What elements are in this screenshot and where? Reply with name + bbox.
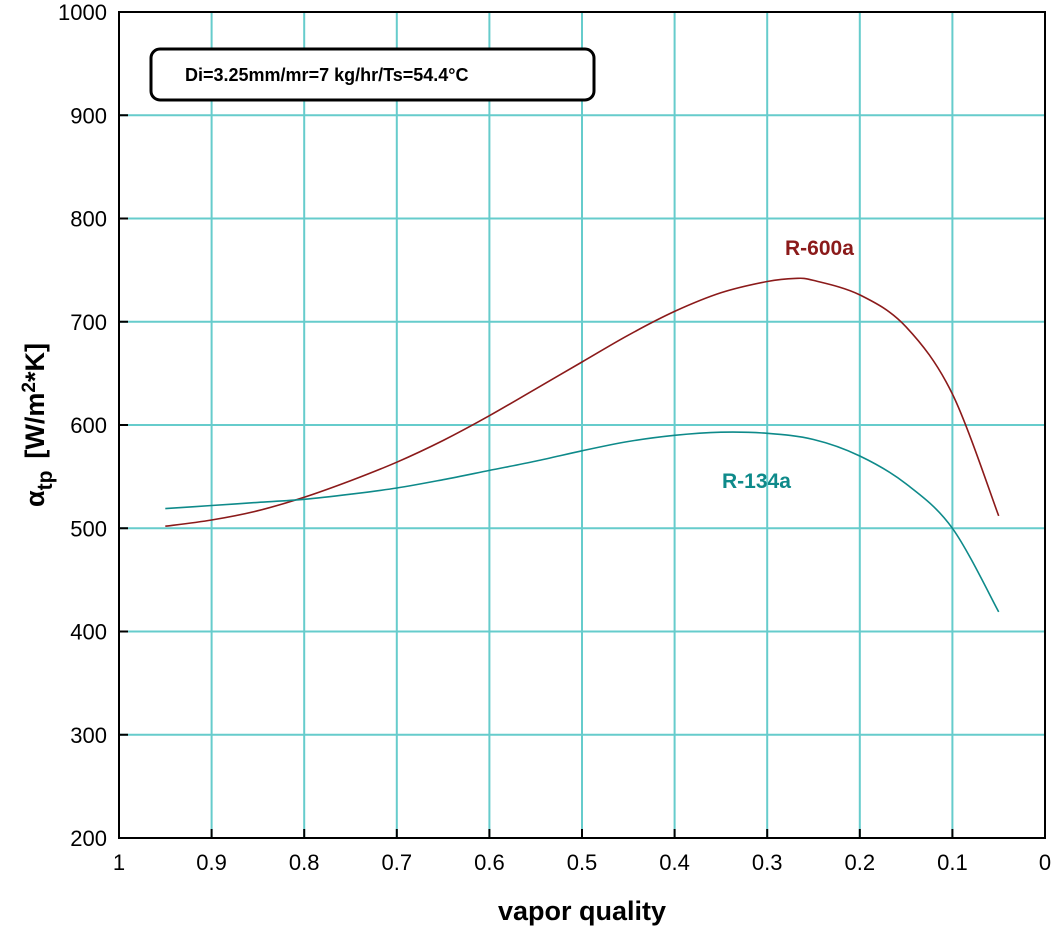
series-line-r600a — [165, 277, 1000, 527]
series-lines — [165, 277, 1000, 613]
x-tick-label: 0.9 — [196, 850, 227, 875]
svg-text:αtp[W/m2*K]: αtp [W/m2*K] — [19, 343, 57, 507]
y-tick-label: 1000 — [58, 0, 107, 25]
x-tick-label: 0.6 — [474, 850, 505, 875]
x-tick-label: 0.7 — [382, 850, 413, 875]
y-axis-ticks: 200 300 400 500 600 700 800 900 1000 — [58, 0, 128, 851]
series-label-r600a: R-600a — [785, 237, 854, 260]
x-tick-label: 0.2 — [845, 850, 876, 875]
x-tick-label: 0 — [1039, 850, 1051, 875]
y-tick-label: 600 — [70, 413, 107, 438]
y-tick-label: 400 — [70, 620, 107, 645]
x-tick-label: 0.1 — [937, 850, 968, 875]
annotation-frame — [149, 47, 596, 102]
y-axis-symbol: α — [20, 490, 50, 507]
y-tick-label: 800 — [70, 207, 107, 232]
annotation-text: Di=3.25mm/mr=7 kg/hr/Ts=54.4°C — [185, 65, 469, 85]
y-tick-label: 900 — [70, 103, 107, 128]
x-axis-ticks: 1 0.9 0.8 0.7 0.6 0.5 0.4 0.3 0.2 0.1 0 — [113, 829, 1051, 875]
y-tick-label: 700 — [70, 310, 107, 335]
annotation-box: Di=3.25mm/mr=7 kg/hr/Ts=54.4°C — [149, 47, 596, 102]
x-axis-title: vapor quality — [498, 896, 666, 926]
y-tick-label: 500 — [70, 516, 107, 541]
y-axis-unit-exp: 2 — [19, 382, 40, 393]
y-axis-title: αtp [W/m2*K] — [19, 343, 57, 507]
y-tick-label: 200 — [70, 826, 107, 851]
y-axis-subscript: tp — [34, 471, 57, 491]
x-tick-label: 0.8 — [289, 850, 320, 875]
y-axis-unit-suffix: *K] — [20, 343, 50, 382]
y-tick-label: 300 — [70, 723, 107, 748]
x-tick-label: 0.5 — [567, 850, 598, 875]
y-axis-unit-prefix: [W/m — [20, 393, 50, 459]
x-tick-label: 0.4 — [659, 850, 690, 875]
grid-lines — [119, 12, 1045, 838]
x-tick-label: 1 — [113, 850, 125, 875]
series-label-r134a: R-134a — [722, 470, 791, 493]
series-line-r134a — [165, 431, 1000, 613]
x-tick-label: 0.3 — [752, 850, 783, 875]
